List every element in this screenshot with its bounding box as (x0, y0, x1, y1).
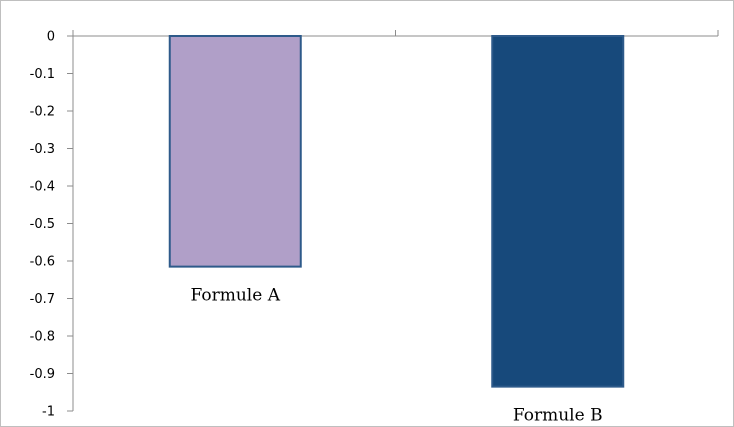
x-category-label: Formule B (513, 406, 603, 426)
bar (491, 35, 625, 388)
y-tick-label: -0.4 (30, 180, 55, 195)
y-tick-label: -0.6 (30, 255, 55, 270)
y-tick-label: -0.3 (30, 142, 55, 157)
y-tick-label: -0.9 (30, 367, 55, 382)
x-category-label: Formule A (191, 286, 281, 306)
y-tick-label: -0.7 (30, 292, 55, 307)
y-tick-label: -0.1 (30, 67, 55, 82)
bar (168, 35, 302, 268)
y-tick-label: -0.5 (30, 217, 55, 232)
y-tick-label: -0.8 (30, 330, 55, 345)
y-tick-label: 0 (47, 30, 55, 45)
plot-area: 0 -0.1 -0.2 -0.3 -0.4 -0.5 -0.6 -0.7 -0.8 -0.9 -1 F… (30, 30, 719, 426)
y-tick-label: -1 (42, 405, 55, 420)
y-tick-label: -0.2 (30, 105, 55, 120)
